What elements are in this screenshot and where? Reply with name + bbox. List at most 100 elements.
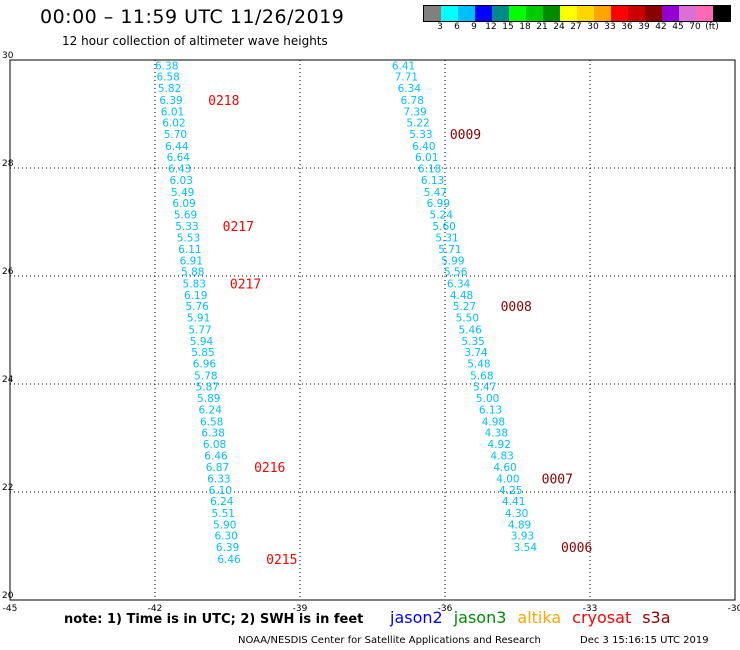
swh-value: 3.93 bbox=[511, 531, 534, 543]
color-scale-label: 36 bbox=[621, 22, 633, 32]
color-scale-label: (ft) bbox=[705, 22, 719, 32]
swh-value: 5.78 bbox=[194, 370, 217, 382]
footer-credit: NOAA/NESDIS Center for Satellite Applica… bbox=[238, 635, 541, 646]
page-title: 00:00 – 11:59 UTC 11/26/2019 bbox=[40, 6, 345, 28]
swh-value: 3.54 bbox=[514, 542, 538, 554]
swh-value: 5.89 bbox=[197, 393, 220, 405]
swh-value: 6.64 bbox=[167, 152, 191, 164]
swh-value: 6.58 bbox=[156, 72, 179, 84]
swh-value: 5.51 bbox=[212, 508, 235, 520]
color-scale-label: 3 bbox=[437, 22, 443, 32]
swh-value: 5.33 bbox=[175, 221, 198, 233]
mission-legend-item: cryosat bbox=[572, 608, 632, 627]
color-scale-swatch bbox=[628, 6, 645, 21]
swh-value: 5.68 bbox=[470, 370, 493, 382]
y-tick-label: 30 bbox=[2, 51, 14, 61]
swh-value: 4.25 bbox=[499, 485, 522, 497]
color-scale-swatch bbox=[424, 6, 441, 21]
swh-value: 4.98 bbox=[482, 416, 505, 428]
swh-value: 6.33 bbox=[207, 474, 230, 486]
swh-value: 6.08 bbox=[203, 439, 226, 451]
swh-value: 6.39 bbox=[159, 95, 182, 107]
swh-value: 6.18 bbox=[418, 164, 441, 176]
y-tick-label: 20 bbox=[2, 591, 14, 601]
color-scale-label: 15 bbox=[502, 22, 514, 32]
color-scale-swatch bbox=[662, 6, 679, 21]
swh-value: 5.33 bbox=[409, 129, 432, 141]
color-scale-label: 6 bbox=[454, 22, 460, 32]
swh-value: 6.96 bbox=[193, 358, 217, 370]
color-scale-label: 42 bbox=[655, 22, 667, 32]
swh-value: 6.19 bbox=[184, 290, 207, 302]
swh-value: 6.09 bbox=[172, 198, 195, 210]
swh-value: 5.35 bbox=[461, 336, 484, 348]
note-text: note: 1) Time is in UTC; 2) SWH is in fe… bbox=[64, 612, 364, 627]
swh-value: 5.49 bbox=[171, 187, 194, 199]
swh-value: 4.48 bbox=[450, 290, 473, 302]
swh-value: 5.83 bbox=[183, 279, 206, 291]
color-scale-swatch bbox=[696, 6, 713, 21]
pass-time-label: 0217 bbox=[230, 278, 261, 293]
swh-value: 5.00 bbox=[476, 393, 499, 405]
swh-value: 5.71 bbox=[438, 244, 461, 256]
swh-value: 5.56 bbox=[444, 267, 468, 279]
swh-value: 6.24 bbox=[199, 404, 223, 416]
swh-value: 6.43 bbox=[168, 164, 191, 176]
swh-value: 4.41 bbox=[502, 496, 525, 508]
mission-legend-item: s3a bbox=[642, 608, 671, 627]
swh-value: 5.50 bbox=[456, 313, 479, 325]
color-scale-label: 30 bbox=[587, 22, 599, 32]
swh-value: 5.88 bbox=[181, 267, 204, 279]
swh-value: 4.38 bbox=[485, 428, 508, 440]
swh-value: 6.13 bbox=[479, 404, 502, 416]
swh-value: 5.53 bbox=[177, 233, 200, 245]
swh-value: 5.27 bbox=[453, 301, 476, 313]
color-scale-label: 24 bbox=[553, 22, 565, 32]
footer-timestamp: Dec 3 15:16:15 UTC 2019 bbox=[580, 635, 709, 646]
x-tick-label: -33 bbox=[583, 604, 598, 614]
x-tick-label: -36 bbox=[438, 604, 453, 614]
swh-value: 5.82 bbox=[158, 83, 181, 95]
swh-value: 5.69 bbox=[174, 209, 197, 221]
color-scale-swatch bbox=[458, 6, 475, 21]
color-scale-swatch bbox=[543, 6, 560, 21]
swh-value: 6.11 bbox=[178, 244, 201, 256]
swh-value: 5.47 bbox=[473, 382, 496, 394]
mission-legend-item: altika bbox=[517, 608, 562, 627]
swh-value: 5.60 bbox=[432, 221, 455, 233]
pass-time-label: 0216 bbox=[254, 461, 285, 476]
color-scale-swatch bbox=[475, 6, 492, 21]
color-scale-swatch bbox=[560, 6, 577, 21]
color-scale-swatch bbox=[679, 6, 696, 21]
swh-value: 6.38 bbox=[201, 428, 224, 440]
swh-value: 6.02 bbox=[162, 118, 185, 130]
swh-value: 7.71 bbox=[395, 72, 418, 84]
color-scale-swatch bbox=[441, 6, 458, 21]
swh-value: 5.87 bbox=[196, 382, 219, 394]
x-tick-label: -30 bbox=[728, 604, 740, 614]
color-scale-swatch bbox=[713, 6, 730, 21]
y-tick-label: 26 bbox=[2, 267, 14, 277]
swh-value: 6.41 bbox=[392, 60, 415, 72]
swh-value: 5.77 bbox=[188, 324, 211, 336]
swh-value: 4.83 bbox=[490, 450, 513, 462]
swh-value: 6.24 bbox=[210, 496, 234, 508]
color-scale-label: 45 bbox=[672, 22, 684, 32]
swh-value: 5.47 bbox=[424, 187, 447, 199]
swh-value: 5.70 bbox=[164, 129, 187, 141]
pass-time-label: 0215 bbox=[266, 553, 297, 568]
swh-value: 6.58 bbox=[200, 416, 223, 428]
swh-value: 5.22 bbox=[406, 118, 429, 130]
color-scale-label: 21 bbox=[536, 22, 548, 32]
y-tick-label: 28 bbox=[2, 159, 14, 169]
swh-value: 5.48 bbox=[467, 358, 490, 370]
color-scale-swatch bbox=[645, 6, 662, 21]
x-tick-label: -42 bbox=[148, 604, 163, 614]
swh-value: 6.99 bbox=[427, 198, 450, 210]
y-tick-label: 22 bbox=[2, 483, 13, 493]
pass-time-label: 0006 bbox=[561, 541, 592, 556]
swh-value: 6.13 bbox=[421, 175, 444, 187]
plot-frame bbox=[9, 59, 736, 601]
swh-value: 4.00 bbox=[496, 474, 519, 486]
